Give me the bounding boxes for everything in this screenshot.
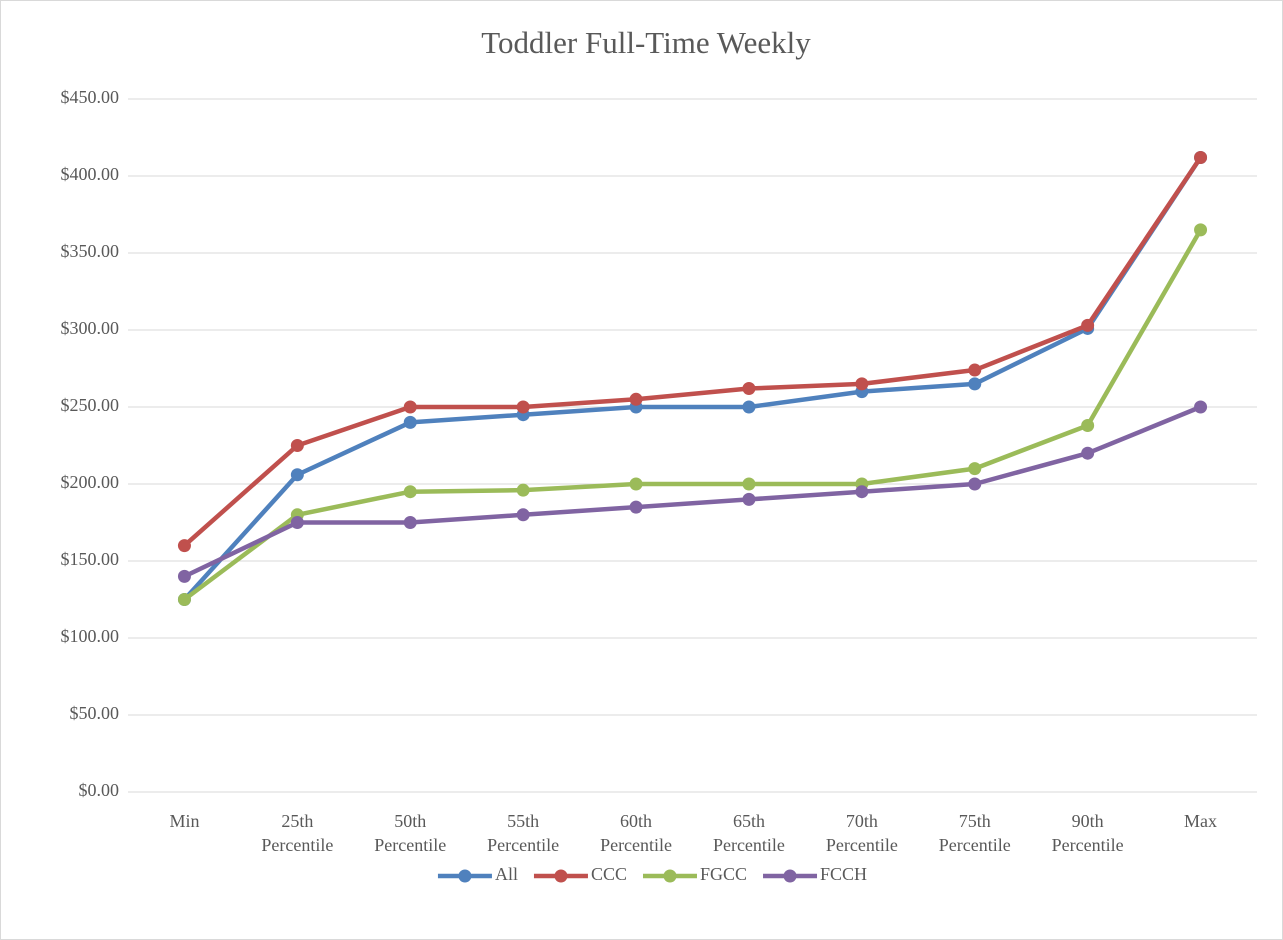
data-point [1081,318,1095,332]
data-point [177,539,191,553]
y-tick-label: $150.00 [61,549,120,569]
series-line [182,404,1203,579]
y-tick-label: $350.00 [61,241,120,261]
x-tick-label: 25th Percentile [261,811,333,855]
data-point [629,477,643,491]
data-point [1081,446,1095,460]
data-point [742,382,756,396]
data-point [968,377,982,391]
chart-title: Toddler Full-Time Weekly [481,25,811,60]
data-point [1081,418,1095,432]
y-tick-label: $450.00 [61,87,120,107]
x-tick-label: 75th Percentile [939,811,1011,855]
legend-swatch-dot [458,869,472,883]
y-tick-label: $400.00 [61,164,120,184]
series-line [182,227,1203,602]
x-tick-label: 70th Percentile [826,811,898,855]
x-tick-label: Min [169,811,199,831]
data-point [290,516,304,529]
y-tick-label: $300.00 [61,318,120,338]
data-point [968,462,982,476]
data-point [855,377,869,391]
x-tick-label: 60th Percentile [600,811,672,855]
data-point [1194,400,1208,414]
series-line [182,155,1203,548]
data-point [403,400,417,414]
data-point [516,483,530,497]
y-tick-label: $250.00 [61,395,120,415]
x-tick-label: 90th Percentile [1052,811,1124,855]
data-point [290,468,304,482]
y-tick-label: $0.00 [79,780,120,800]
data-point [403,516,417,529]
x-tick-label: Max [1184,811,1217,831]
legend-swatch-dot [783,869,797,883]
data-point [1194,151,1208,165]
legend-label: FCCH [820,864,867,884]
data-point [855,485,869,499]
data-point [1194,223,1208,237]
data-point [742,400,756,414]
x-tick-label: 50th Percentile [374,811,446,855]
series-line [182,155,1203,602]
y-tick-label: $100.00 [61,626,120,646]
data-point [742,492,756,506]
data-point [968,477,982,491]
data-point [742,477,756,491]
legend-swatch-dot [663,869,677,883]
legend-label: CCC [591,864,627,884]
data-point [968,363,982,377]
legend-label: All [495,864,518,884]
data-point [516,508,530,522]
data-point [629,392,643,406]
data-point [629,500,643,514]
data-point [403,485,417,499]
data-point [290,439,304,452]
y-tick-label: $50.00 [70,703,120,723]
data-point [403,415,417,429]
legend-label: FGCC [700,864,747,884]
data-point [516,400,530,414]
legend: All CCC FGCC FCCH [437,864,867,884]
y-tick-label: $200.00 [61,472,120,492]
data-point [177,569,191,583]
x-tick-label: 55th Percentile [487,811,559,855]
x-tick-label: 65th Percentile [713,811,785,855]
data-point [177,593,191,606]
legend-swatch-dot [554,869,568,883]
